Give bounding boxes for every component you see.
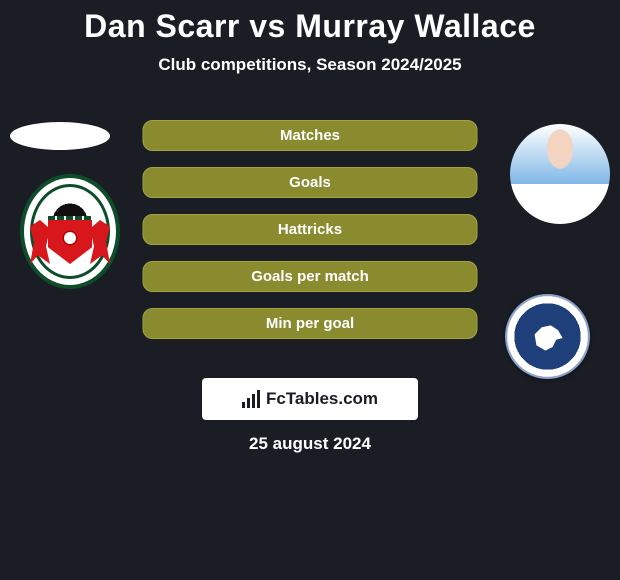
pill-goals: Goals: [143, 167, 478, 198]
pill-hattricks: Hattricks: [143, 214, 478, 245]
watermark: FcTables.com: [202, 378, 418, 420]
club-crest-left: [20, 174, 120, 289]
page-title: Dan Scarr vs Murray Wallace: [0, 0, 620, 45]
player-photo-right: [510, 124, 610, 224]
stat-pills: Matches Goals Hattricks Goals per match …: [143, 120, 478, 339]
pill-min-per-goal: Min per goal: [143, 308, 478, 339]
subtitle: Club competitions, Season 2024/2025: [0, 55, 620, 75]
pill-goals-per-match: Goals per match: [143, 261, 478, 292]
watermark-text: FcTables.com: [266, 389, 378, 409]
player-photo-left: [10, 122, 110, 150]
bars-icon: [242, 390, 260, 408]
club-crest-right: [505, 294, 590, 379]
pill-matches: Matches: [143, 120, 478, 151]
date-label: 25 august 2024: [0, 434, 620, 454]
lion-icon: [531, 320, 567, 356]
